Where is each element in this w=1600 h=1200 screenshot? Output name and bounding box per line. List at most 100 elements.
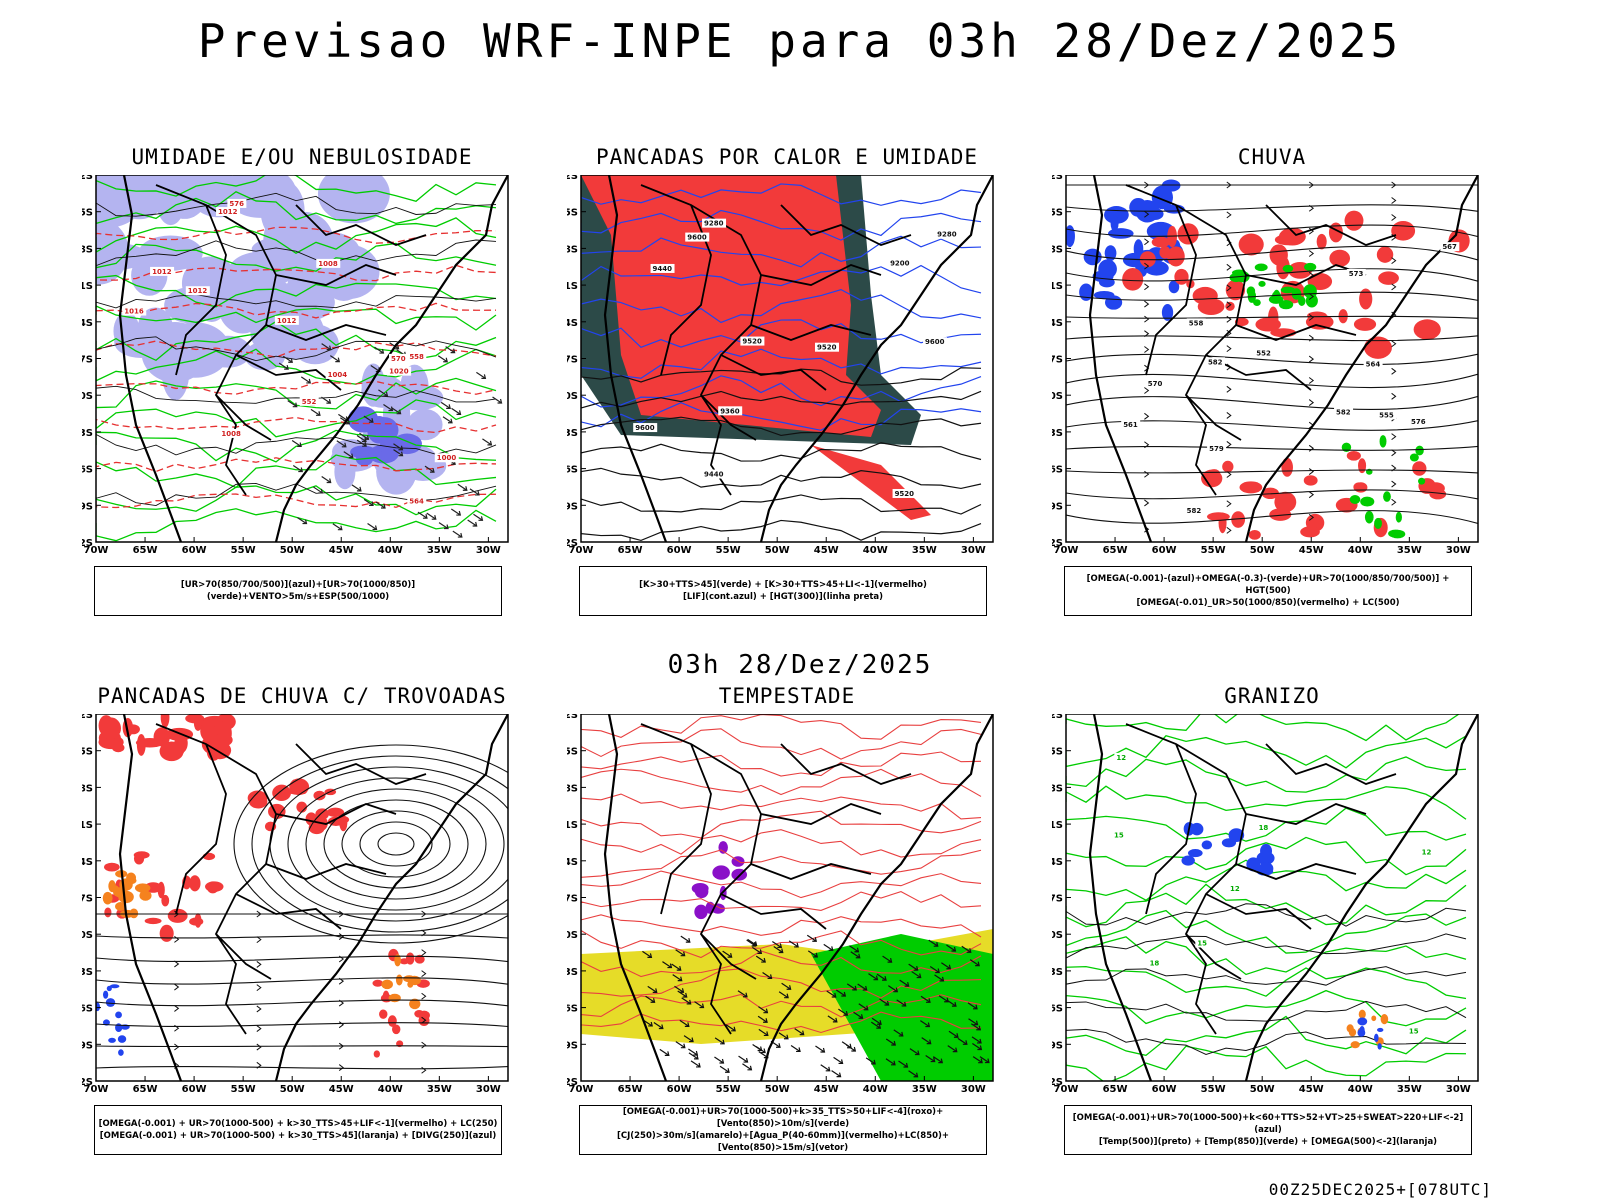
omega-green-area [1246,286,1256,296]
wind-vector [389,342,400,350]
wind-vector [737,990,748,998]
contour-label-bg [1334,407,1354,417]
storm-red-area [379,1009,388,1019]
lon-tick-label: 70W [84,545,109,556]
precipitable-water-contour [581,870,982,899]
contour-label: 1016 [124,308,144,316]
wind-vector [674,985,685,993]
wind-vector [846,983,858,991]
lat-tick-label: 27S [567,355,578,366]
pressure-contour [96,239,497,267]
stream-arrow [256,910,262,918]
wind-vector [871,1017,882,1025]
stream-arrow [421,970,427,978]
contour-label: 552 [1256,350,1271,358]
stream-arrow [1308,444,1315,452]
wind-vector [363,498,374,506]
circulation-contour [323,799,469,889]
lat-tick-label: 12S [1052,714,1063,721]
lifted-index-contour [581,235,982,268]
map-plot: 582 582 582 579 576 573 570 567 564 561 558 555 552 1… [1052,175,1479,556]
lon-tick-label: 40W [1348,545,1373,556]
lon-tick-label: 60W [667,545,692,556]
wind-vector [788,940,799,948]
lat-tick-label: 24S [1052,857,1063,868]
wind-vector [961,945,972,953]
wind-vector [972,1056,983,1064]
legend-line: [OMEGA(-0.001) + UR>70(1000-500) + k>30_… [98,1119,498,1129]
storm-red-area [296,801,308,813]
hgt300-contour [581,390,982,409]
omega-red-area [1269,244,1288,266]
lat-tick-label: 15S [1052,747,1063,758]
stream-arrow [1144,262,1150,270]
lat-tick-label: 33S [82,967,93,978]
lon-tick-label: 55W [1201,545,1226,556]
lat-tick-label: 42S [567,538,578,549]
storm-red-area [308,821,325,835]
stream-arrow [421,910,427,918]
storm-red-area [160,714,170,728]
stream-arrow [1226,315,1232,323]
streamline [96,934,508,939]
contour-label: 9440 [653,265,673,273]
contour-label: 570 [391,355,406,363]
lon-tick-label: 30W [961,545,986,556]
lat-tick-label: 36S [1052,465,1063,476]
contour-label-bg [1227,883,1242,893]
omega500-orange-area [1350,1041,1360,1049]
storm-red-area [100,717,122,740]
legend-line: [UR>70(850/700/500)](azul)+[UR>70(1000/8… [180,580,416,602]
lon-tick-label: 40W [863,545,888,556]
omega-red-area [1281,457,1293,477]
omega-green-area [1395,511,1402,523]
lat-tick-label: 36S [1052,1004,1063,1015]
precipitable-water-contour [581,1011,982,1034]
humidity-low-contour [96,399,497,438]
stream-arrow [338,1064,345,1071]
omega-blue-area [1098,259,1117,279]
thickness-contour [96,416,497,434]
omega-red-area [1346,450,1361,461]
lat-tick-label: 12S [82,714,93,721]
lat-tick-label: 12S [1052,175,1063,182]
streamline [1066,445,1478,451]
lifted-index-contour [581,348,982,379]
storm-orange-area [125,876,137,885]
storm-orange-area [403,975,416,983]
contour-label: 12 [1422,849,1432,857]
contour-label: 576 [229,200,244,208]
stream-arrow [421,1041,427,1049]
omega-red-area [1239,481,1263,494]
contour-label-bg [219,428,244,438]
omega-green-area [1415,445,1424,456]
wind-vector [758,1006,769,1014]
lon-tick-label: 30W [1446,1084,1471,1095]
wind-vector [351,484,362,492]
storm-red-area [104,862,120,872]
temp850-contour [1066,965,1467,1000]
wind-vector [292,464,304,473]
omega-green-area [1280,286,1296,294]
lon-tick-label: 70W [1054,545,1079,556]
stream-arrow [1391,257,1397,265]
wind-vector [752,1043,763,1052]
panel-legend: [OMEGA(-0.001) + UR>70(1000-500) + k>30_… [94,1105,502,1155]
humidity-low-contour [96,274,497,308]
omega-red-area [1413,319,1441,340]
streamline [1066,315,1478,319]
stream-arrow [1226,471,1232,478]
storm-red-area [387,1015,397,1027]
contour-label: 1012 [277,317,297,325]
wind-vector [826,990,837,998]
omega-green-area [1349,495,1361,504]
contour-label-bg [1111,830,1126,840]
lat-tick-label: 39S [82,1040,93,1051]
omega-green-area [1278,300,1294,310]
humidity-mid-area [138,235,203,271]
temp500-contour [1066,1000,1467,1022]
lon-tick-label: 45W [1299,545,1324,556]
omega-green-area [1360,496,1375,507]
wind-vector [278,362,289,370]
stream-arrow [1391,433,1397,441]
